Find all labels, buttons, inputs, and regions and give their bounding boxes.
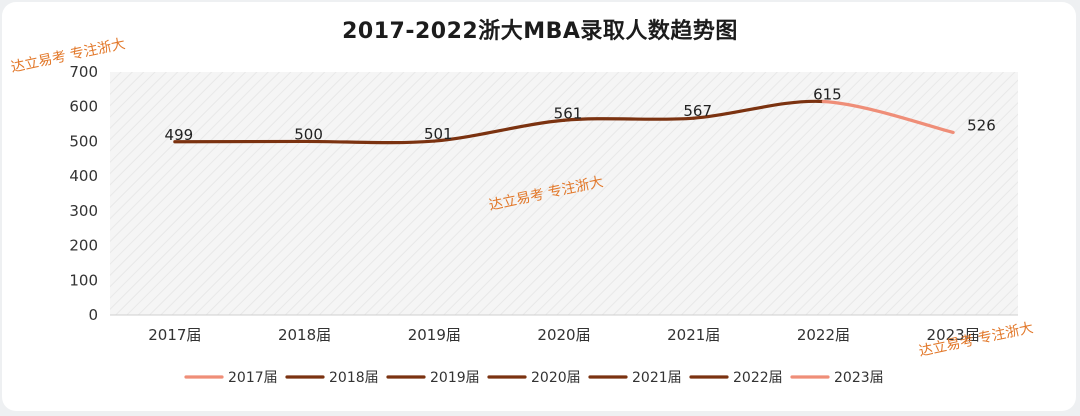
legend-label: 2021届 xyxy=(632,370,682,386)
legend-label: 2018届 xyxy=(329,370,379,386)
series-line-segment xyxy=(432,118,566,143)
x-tick-label: 2019届 xyxy=(408,326,461,344)
y-tick-label: 200 xyxy=(69,237,98,255)
chart-title: 2017-2022浙大MBA录取人数趋势图 xyxy=(342,19,738,44)
x-tick-label: 2017届 xyxy=(148,326,201,344)
data-label: 526 xyxy=(967,116,996,134)
legend-item: 2022届 xyxy=(689,370,783,386)
data-label: 615 xyxy=(813,86,842,104)
watermark-text: 达立易考 专注浙大 xyxy=(10,36,127,76)
data-label: 561 xyxy=(554,104,583,122)
series-line-segment xyxy=(692,99,826,120)
legend-label: 2019届 xyxy=(430,370,480,386)
legend-item: 2021届 xyxy=(588,370,682,386)
y-tick-label: 400 xyxy=(69,167,98,185)
y-tick-label: 100 xyxy=(69,271,98,289)
legend-item: 2019届 xyxy=(386,370,480,386)
series-line-segment xyxy=(562,116,696,122)
series-line-segment xyxy=(302,139,436,145)
x-tick-label: 2020届 xyxy=(537,326,590,344)
data-label: 501 xyxy=(424,125,453,143)
plot-area xyxy=(110,72,1018,315)
legend-label: 2023届 xyxy=(834,370,884,386)
legend-item: 2023届 xyxy=(790,370,884,386)
y-tick-label: 500 xyxy=(69,132,98,150)
x-tick-label: 2022届 xyxy=(797,326,850,344)
y-tick-label: 0 xyxy=(88,306,98,324)
data-label: 500 xyxy=(294,125,323,143)
x-tick-label: 2023届 xyxy=(927,326,980,344)
legend-item: 2018届 xyxy=(285,370,379,386)
x-tick-label: 2018届 xyxy=(278,326,331,344)
x-tick-label: 2021届 xyxy=(667,326,720,344)
legend-item: 2017届 xyxy=(184,370,278,386)
legend-item: 2020届 xyxy=(487,370,581,386)
data-label: 567 xyxy=(683,102,712,120)
legend-label: 2017届 xyxy=(228,370,278,386)
y-tick-label: 700 xyxy=(69,63,98,81)
legend-label: 2022届 xyxy=(733,370,783,386)
legend-label: 2020届 xyxy=(531,370,581,386)
y-tick-label: 600 xyxy=(69,98,98,116)
y-tick-label: 300 xyxy=(69,202,98,220)
data-label: 499 xyxy=(165,126,194,144)
series-line-segment xyxy=(821,99,955,135)
